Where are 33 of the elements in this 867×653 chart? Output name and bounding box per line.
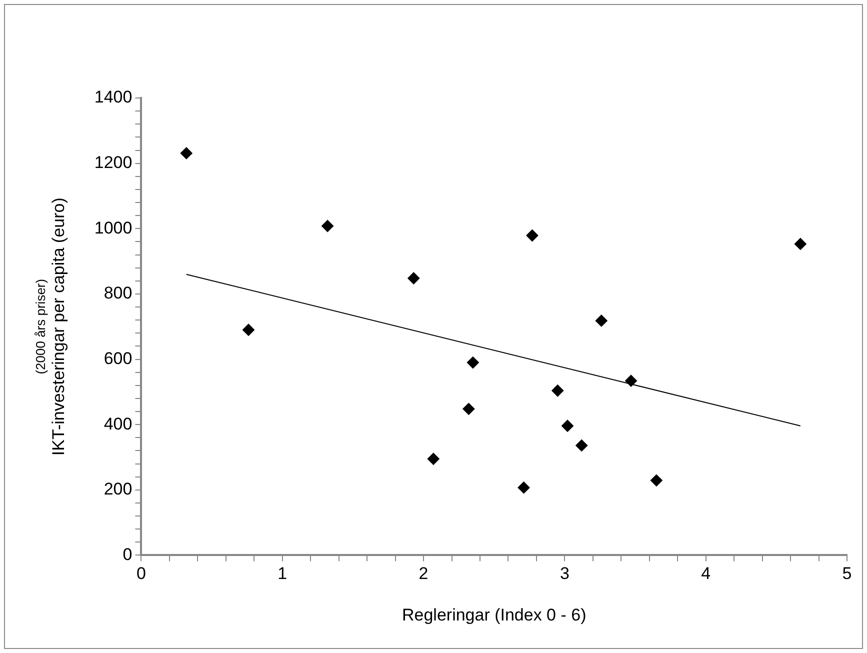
point bbox=[180, 147, 192, 160]
y-tick-label: 800 bbox=[104, 284, 132, 303]
point bbox=[466, 356, 479, 369]
y-axis-title: IKT-investeringar per capita (euro) bbox=[48, 198, 68, 456]
point bbox=[650, 474, 662, 486]
x-tick-label: 2 bbox=[418, 564, 428, 584]
point bbox=[625, 374, 638, 387]
point bbox=[242, 324, 254, 336]
y-tick-label: 1200 bbox=[94, 153, 132, 172]
y-tick-label: 1400 bbox=[94, 88, 132, 107]
point bbox=[408, 272, 420, 284]
y-tick-label: 1000 bbox=[94, 218, 132, 238]
point bbox=[794, 238, 806, 250]
point bbox=[576, 439, 588, 452]
y-tick-label: 200 bbox=[104, 480, 132, 499]
x-tick-label: 4 bbox=[701, 564, 711, 584]
y-tick-label: 400 bbox=[104, 414, 132, 434]
x-tick-label: 3 bbox=[560, 564, 570, 584]
point bbox=[322, 220, 334, 232]
x-tick-label: 0 bbox=[136, 564, 146, 584]
point bbox=[552, 384, 564, 397]
y-tick-label: 0 bbox=[122, 544, 132, 564]
point bbox=[562, 420, 574, 432]
point bbox=[526, 229, 538, 242]
point bbox=[595, 314, 608, 327]
point bbox=[427, 452, 440, 465]
y-tick-label: 600 bbox=[104, 348, 132, 368]
x-axis-title: Regleringar (Index 0 - 6) bbox=[402, 605, 586, 624]
x-tick-label: 5 bbox=[842, 564, 852, 584]
x-tick-label: 1 bbox=[278, 564, 288, 584]
text: (2000 års priser) bbox=[32, 278, 48, 374]
point bbox=[518, 482, 530, 494]
point bbox=[462, 402, 475, 415]
